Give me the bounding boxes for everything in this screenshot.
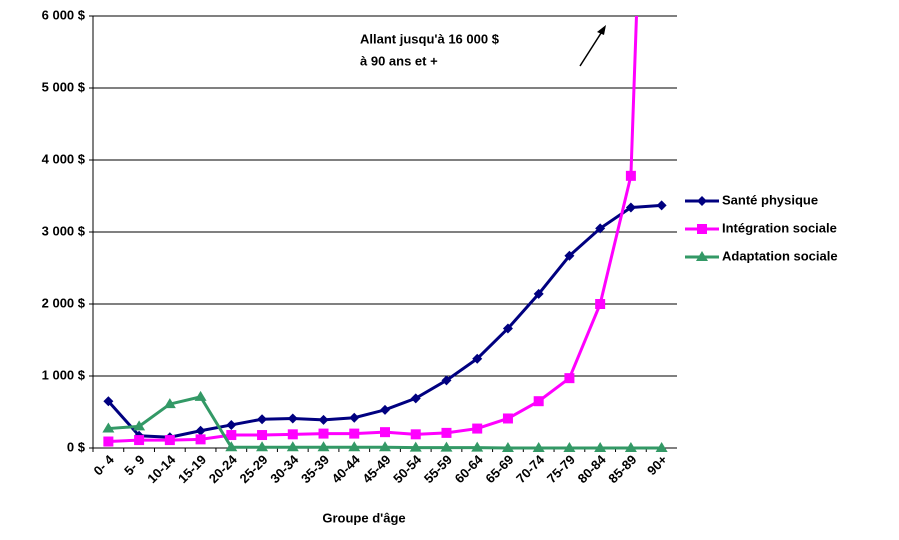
- point: [595, 223, 606, 234]
- legend-label: Santé physique: [722, 192, 818, 207]
- point: [625, 170, 636, 181]
- point: [349, 412, 360, 423]
- point: [225, 441, 238, 452]
- y-tick-label: 0 $: [67, 439, 86, 454]
- legend-marker: [697, 196, 707, 206]
- point: [564, 250, 575, 261]
- point: [287, 413, 298, 424]
- point: [532, 442, 545, 452]
- point: [256, 441, 269, 452]
- point: [502, 323, 513, 334]
- point: [501, 442, 514, 452]
- x-tick-label: 70-74: [513, 451, 548, 486]
- point: [257, 430, 268, 441]
- point: [226, 419, 237, 430]
- point: [102, 422, 115, 433]
- point: [286, 441, 299, 452]
- y-tick-label: 4 000 $: [42, 151, 86, 166]
- point: [409, 441, 422, 452]
- y-tick-label: 1 000 $: [42, 367, 86, 382]
- legend-marker: [696, 251, 708, 261]
- point: [472, 353, 483, 364]
- point: [410, 429, 421, 440]
- series-line: [107, 203, 662, 439]
- legend-marker: [697, 224, 707, 234]
- x-tick-label: 45-49: [359, 452, 393, 486]
- point: [563, 442, 576, 452]
- point: [163, 398, 176, 409]
- point: [655, 442, 668, 452]
- point: [410, 393, 421, 404]
- point: [195, 434, 206, 445]
- y-tick-label: 6 000 $: [42, 7, 86, 22]
- x-tick-label: 5- 9: [121, 452, 147, 478]
- x-tick-label: 40-44: [329, 451, 364, 486]
- point: [594, 442, 607, 452]
- point: [441, 375, 452, 386]
- x-tick-label: 30-34: [267, 451, 302, 486]
- point: [624, 442, 637, 452]
- point: [226, 430, 237, 441]
- point: [471, 441, 484, 452]
- x-tick-label: 20-24: [206, 451, 241, 486]
- point: [134, 435, 145, 446]
- x-tick-label: 85-89: [605, 452, 639, 486]
- legend-label: Intégration sociale: [722, 220, 837, 235]
- point: [441, 427, 452, 438]
- y-tick-label: 3 000 $: [42, 223, 86, 238]
- point: [348, 441, 361, 452]
- annotation: Allant jusqu'à 16 000 $: [360, 31, 500, 46]
- point: [103, 436, 114, 447]
- point: [287, 429, 298, 440]
- arrow-head: [597, 25, 606, 35]
- legend: [683, 186, 897, 266]
- plot: [102, 16, 668, 452]
- point: [533, 396, 544, 407]
- x-tick-label: 90+: [644, 452, 670, 478]
- point: [318, 414, 329, 425]
- x-axis-label: Groupe d'âge: [322, 510, 405, 525]
- x-tick-label: 55-59: [421, 452, 455, 486]
- point: [194, 390, 207, 401]
- y-tick-label: 2 000 $: [42, 295, 86, 310]
- x-tick-label: 50-54: [390, 451, 425, 486]
- point: [379, 441, 391, 452]
- point: [380, 404, 390, 415]
- x-tick-label: 60-64: [452, 451, 487, 486]
- y-tick-label: 5 000 $: [42, 79, 86, 94]
- x-tick-label: 80-84: [575, 451, 610, 486]
- annotation: à 90 ans et +: [360, 53, 438, 68]
- point: [440, 441, 453, 452]
- point: [564, 373, 575, 384]
- x-tick-label: 25-29: [236, 452, 270, 486]
- x-tick-label: 75-79: [544, 452, 578, 486]
- point: [656, 200, 667, 211]
- point: [595, 299, 606, 309]
- point: [625, 202, 636, 213]
- point: [164, 435, 175, 446]
- x-tick-label: 0- 4: [90, 451, 117, 478]
- x-tick-label: 35-39: [298, 452, 332, 486]
- x-tick-label: 65-69: [482, 452, 516, 486]
- point: [257, 414, 268, 425]
- point: [133, 420, 146, 431]
- point: [502, 413, 513, 424]
- point: [349, 428, 360, 439]
- point: [380, 427, 390, 438]
- point: [318, 428, 329, 439]
- legend-label: Adaptation sociale: [722, 248, 838, 263]
- point: [103, 396, 114, 407]
- point: [317, 441, 330, 452]
- x-tick-label: 15-19: [175, 452, 209, 486]
- point: [472, 423, 483, 434]
- annotation-arrow: [579, 29, 604, 67]
- x-tick-label: 10-14: [144, 451, 179, 486]
- point: [533, 288, 544, 299]
- point: [195, 425, 206, 436]
